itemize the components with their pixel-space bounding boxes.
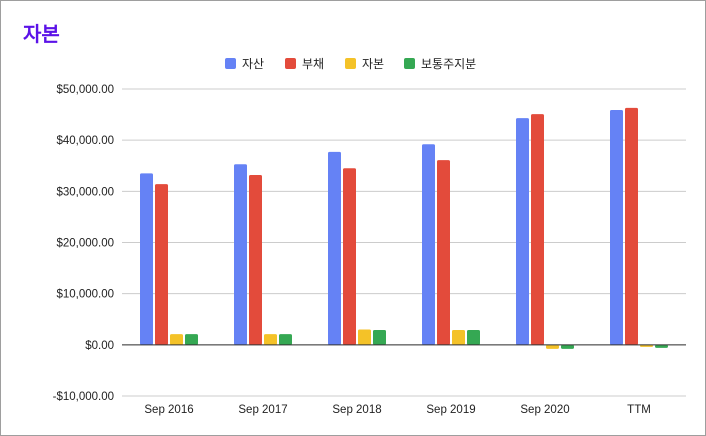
y-tick-label: $20,000.00 bbox=[56, 238, 114, 250]
x-tick-label: TTM bbox=[627, 404, 651, 416]
bar-보통주지분-sep-2017[interactable] bbox=[279, 334, 292, 345]
bar-부채-sep-2016[interactable] bbox=[155, 184, 168, 345]
bar-자산-sep-2020[interactable] bbox=[516, 118, 529, 345]
bar-보통주지분-sep-2020[interactable] bbox=[561, 344, 574, 349]
bar-자본-sep-2020[interactable] bbox=[546, 344, 559, 349]
bar-보통주지분-ttm[interactable] bbox=[655, 344, 668, 348]
legend-label: 자산 bbox=[242, 57, 264, 71]
bar-자산-sep-2016[interactable] bbox=[140, 173, 153, 345]
bar-자산-sep-2017[interactable] bbox=[234, 164, 247, 345]
x-axis-ticks: Sep 2016 Sep 2017 Sep 2018 Sep 2019 Sep 2020… bbox=[144, 404, 650, 416]
x-tick-label: Sep 2017 bbox=[238, 404, 287, 416]
gridlines bbox=[122, 88, 686, 397]
bar-자본-sep-2017[interactable] bbox=[264, 334, 277, 345]
legend-swatch bbox=[345, 58, 356, 69]
y-tick-label: $50,000.00 bbox=[56, 84, 114, 96]
x-tick-label: Sep 2019 bbox=[426, 404, 475, 416]
bar-자본-sep-2019[interactable] bbox=[452, 329, 465, 345]
bar-보통주지분-sep-2016[interactable] bbox=[185, 334, 198, 345]
bar-보통주지분-sep-2018[interactable] bbox=[373, 329, 386, 345]
legend-item[interactable]: 부채 bbox=[285, 57, 324, 71]
bar-보통주지분-sep-2019[interactable] bbox=[467, 329, 480, 345]
y-tick-label: $10,000.00 bbox=[56, 289, 114, 301]
bar-자산-sep-2018[interactable] bbox=[328, 151, 341, 345]
bar-부채-sep-2018[interactable] bbox=[343, 168, 356, 345]
legend-label: 부채 bbox=[302, 57, 324, 71]
x-tick-label: Sep 2018 bbox=[332, 404, 381, 416]
y-tick-label: $30,000.00 bbox=[56, 186, 114, 198]
legend-item[interactable]: 자산 bbox=[225, 57, 264, 71]
bar-자본-sep-2018[interactable] bbox=[358, 329, 371, 345]
x-tick-label: Sep 2016 bbox=[144, 404, 193, 416]
y-tick-label: $40,000.00 bbox=[56, 135, 114, 147]
y-axis-ticks: $50,000.00 $40,000.00 $30,000.00 $20,000.00… bbox=[53, 84, 114, 403]
bar-자산-sep-2019[interactable] bbox=[422, 144, 435, 345]
bar-자본-ttm[interactable] bbox=[640, 344, 653, 347]
legend-swatch bbox=[404, 58, 415, 69]
bar-부채-sep-2017[interactable] bbox=[249, 174, 262, 345]
bar-부채-ttm[interactable] bbox=[625, 107, 638, 345]
legend-label: 보통주지분 bbox=[421, 57, 476, 71]
legend-label: 자본 bbox=[362, 57, 384, 71]
legend-swatch bbox=[285, 58, 296, 69]
chart-title: 자본 bbox=[23, 22, 60, 46]
legend: 자산 부채 자본 보통주지분 bbox=[225, 57, 476, 71]
bar-자본-sep-2016[interactable] bbox=[170, 334, 183, 345]
x-tick-label: Sep 2020 bbox=[520, 404, 569, 416]
bar-자산-ttm[interactable] bbox=[610, 109, 623, 345]
legend-item[interactable]: 보통주지분 bbox=[404, 57, 476, 71]
bars bbox=[140, 107, 668, 349]
bar-부채-sep-2020[interactable] bbox=[531, 114, 544, 345]
legend-swatch bbox=[225, 58, 236, 69]
y-tick-label: $0.00 bbox=[85, 340, 114, 352]
y-tick-label: -$10,000.00 bbox=[53, 391, 114, 403]
bar-부채-sep-2019[interactable] bbox=[437, 160, 450, 345]
legend-item[interactable]: 자본 bbox=[345, 57, 384, 71]
